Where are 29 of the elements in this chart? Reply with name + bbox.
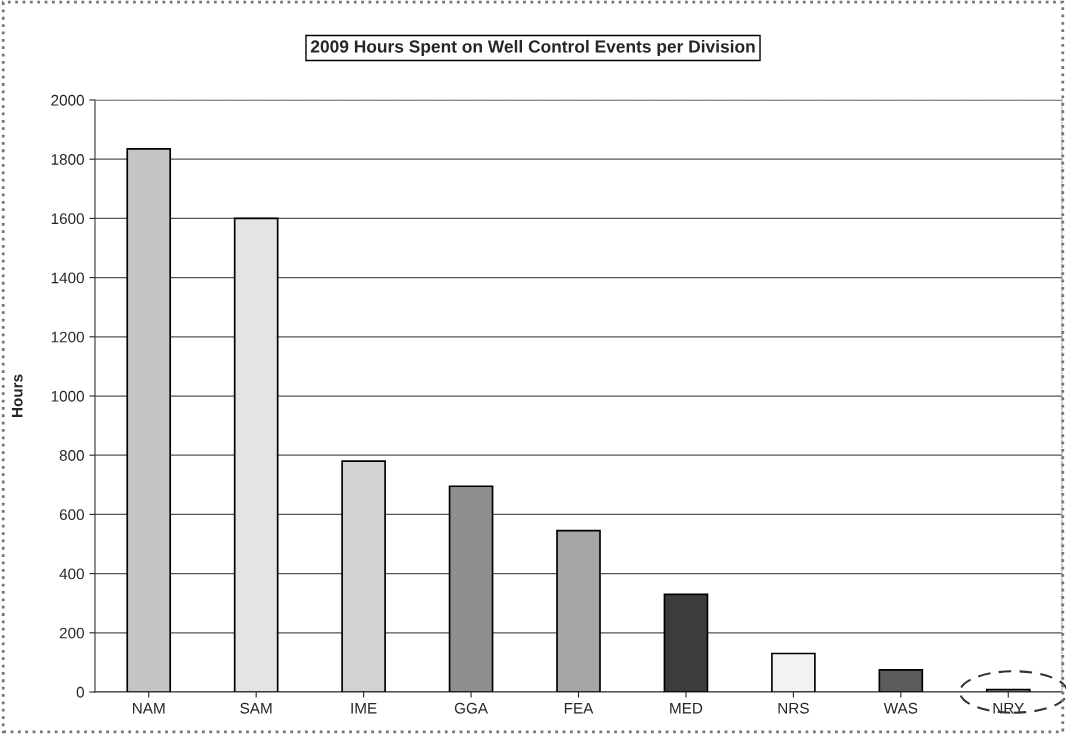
x-tick-label: NAM [133,702,165,714]
y-tick-label: 200 [59,627,84,639]
bar [233,217,279,692]
bar [878,668,924,692]
y-tick-label: 1600 [51,213,84,225]
bar [448,485,494,692]
x-tick-label: GGA [454,702,488,714]
y-tick-label: 1800 [51,154,84,165]
bar [771,652,816,692]
y-tick-label: 2000 [51,94,84,106]
bar [126,148,172,692]
x-tick-label: NRS [778,702,809,714]
x-tick-label: IME [351,702,377,714]
y-tick-label: 0 [76,686,84,698]
y-tick-label: 1200 [51,331,84,343]
bar [341,460,386,692]
y-tick-label: 1000 [51,390,84,402]
y-tick-label: 400 [59,568,84,580]
y-axis-title: Hours [11,374,23,418]
x-tick-label: FEA [564,702,594,714]
y-tick-label: 1400 [51,272,84,284]
x-tick-label: MED [670,702,703,714]
bar [556,529,601,692]
y-tick-label: 600 [59,509,84,521]
bar [985,688,1031,692]
y-tick-label: 800 [59,450,84,461]
chart-title: 2009 Hours Spent on Well Control Events per Division [310,39,755,57]
x-tick-label: SAM [240,702,272,714]
x-tick-label: WAS [883,702,918,714]
